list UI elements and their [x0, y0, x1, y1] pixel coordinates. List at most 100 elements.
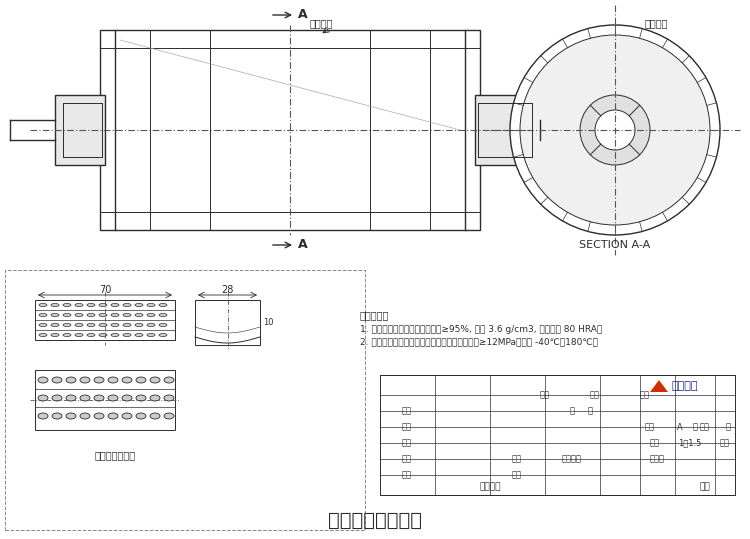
- Text: A: A: [677, 423, 682, 432]
- Ellipse shape: [75, 303, 83, 307]
- Text: SECTION A-A: SECTION A-A: [579, 240, 650, 250]
- Ellipse shape: [66, 377, 76, 383]
- Ellipse shape: [52, 413, 62, 419]
- Ellipse shape: [94, 377, 104, 383]
- Ellipse shape: [52, 395, 62, 401]
- Text: 10: 10: [263, 318, 274, 327]
- Ellipse shape: [80, 377, 90, 383]
- Text: 1. 耐磨陶瓷材料使用氧化铝含量≥95%, 密度 3.6 g/cm3, 洛氏硬度 80 HRA；: 1. 耐磨陶瓷材料使用氧化铝含量≥95%, 密度 3.6 g/cm3, 洛氏硬度…: [360, 325, 602, 334]
- Text: 版本: 版本: [645, 423, 655, 432]
- Text: 纯陶瓷滚筒示意图: 纯陶瓷滚筒示意图: [328, 510, 422, 529]
- Text: A: A: [298, 9, 307, 22]
- Ellipse shape: [99, 314, 107, 316]
- Bar: [5, 270, 365, 530]
- Ellipse shape: [147, 314, 155, 316]
- Ellipse shape: [122, 377, 132, 383]
- Text: 张第: 张第: [700, 423, 710, 432]
- Text: 技术要求：: 技术要求：: [360, 310, 389, 320]
- Ellipse shape: [38, 413, 48, 419]
- Text: 设计: 设计: [402, 423, 412, 432]
- Text: 材: 材: [569, 406, 574, 416]
- Ellipse shape: [136, 395, 146, 401]
- Ellipse shape: [147, 334, 155, 336]
- Ellipse shape: [39, 303, 47, 307]
- Ellipse shape: [150, 377, 160, 383]
- Ellipse shape: [99, 303, 107, 307]
- Ellipse shape: [75, 314, 83, 316]
- Ellipse shape: [108, 413, 118, 419]
- Ellipse shape: [150, 395, 160, 401]
- Text: 校对: 校对: [402, 406, 412, 416]
- Ellipse shape: [39, 334, 47, 336]
- Ellipse shape: [135, 303, 143, 307]
- Ellipse shape: [66, 413, 76, 419]
- Text: 2. 粘合剂使用耐磨陶瓷专用有机粘合剂，粘接力≥12MPa，耐温 -40℃至180℃。: 2. 粘合剂使用耐磨陶瓷专用有机粘合剂，粘接力≥12MPa，耐温 -40℃至18…: [360, 337, 598, 346]
- Text: 70: 70: [99, 285, 111, 295]
- Ellipse shape: [80, 395, 90, 401]
- Ellipse shape: [111, 334, 119, 336]
- Text: 滚筒: 滚筒: [700, 482, 710, 492]
- Ellipse shape: [51, 303, 59, 307]
- Text: 共: 共: [692, 423, 698, 432]
- Ellipse shape: [135, 314, 143, 316]
- Ellipse shape: [159, 314, 167, 316]
- Ellipse shape: [87, 314, 95, 316]
- Ellipse shape: [135, 334, 143, 336]
- Ellipse shape: [164, 377, 174, 383]
- Ellipse shape: [122, 395, 132, 401]
- Ellipse shape: [164, 395, 174, 401]
- Text: 料: 料: [587, 406, 592, 416]
- Text: 流速: 流速: [512, 454, 522, 464]
- Polygon shape: [650, 380, 668, 392]
- Ellipse shape: [39, 323, 47, 327]
- Circle shape: [595, 110, 635, 150]
- Text: 压力: 压力: [512, 471, 522, 480]
- Text: 1：1.5: 1：1.5: [678, 439, 702, 447]
- Ellipse shape: [63, 323, 71, 327]
- Ellipse shape: [159, 334, 167, 336]
- Ellipse shape: [63, 334, 71, 336]
- Ellipse shape: [87, 334, 95, 336]
- Text: 精城特固: 精城特固: [672, 381, 698, 391]
- Circle shape: [510, 25, 720, 235]
- Ellipse shape: [123, 314, 131, 316]
- Text: A: A: [298, 238, 307, 252]
- Ellipse shape: [108, 377, 118, 383]
- Circle shape: [580, 95, 650, 165]
- Ellipse shape: [135, 323, 143, 327]
- Ellipse shape: [111, 314, 119, 316]
- Ellipse shape: [80, 413, 90, 419]
- Bar: [195, 300, 260, 345]
- Circle shape: [520, 35, 710, 225]
- Ellipse shape: [136, 377, 146, 383]
- Ellipse shape: [51, 314, 59, 316]
- Text: 温度: 温度: [402, 439, 412, 447]
- Text: 操件: 操件: [540, 390, 550, 399]
- Ellipse shape: [75, 323, 83, 327]
- Bar: [475, 95, 540, 165]
- Ellipse shape: [52, 377, 62, 383]
- Ellipse shape: [136, 413, 146, 419]
- Text: 监工: 监工: [590, 390, 600, 399]
- Text: 合同号: 合同号: [650, 454, 664, 464]
- Bar: [35, 370, 175, 430]
- Text: 陶瓷: 陶瓷: [640, 390, 650, 399]
- Text: 张: 张: [725, 423, 730, 432]
- Ellipse shape: [38, 377, 48, 383]
- Ellipse shape: [94, 395, 104, 401]
- Bar: [100, 30, 480, 230]
- Ellipse shape: [111, 323, 119, 327]
- Ellipse shape: [38, 395, 48, 401]
- Ellipse shape: [123, 334, 131, 336]
- Text: 耐磨陶瓷示意图: 耐磨陶瓷示意图: [94, 450, 136, 460]
- Ellipse shape: [63, 303, 71, 307]
- Ellipse shape: [63, 314, 71, 316]
- Ellipse shape: [108, 395, 118, 401]
- Ellipse shape: [51, 323, 59, 327]
- Ellipse shape: [111, 303, 119, 307]
- Ellipse shape: [123, 303, 131, 307]
- Ellipse shape: [51, 334, 59, 336]
- Ellipse shape: [147, 303, 155, 307]
- Text: 传动滚筒: 传动滚筒: [310, 18, 334, 28]
- Ellipse shape: [66, 395, 76, 401]
